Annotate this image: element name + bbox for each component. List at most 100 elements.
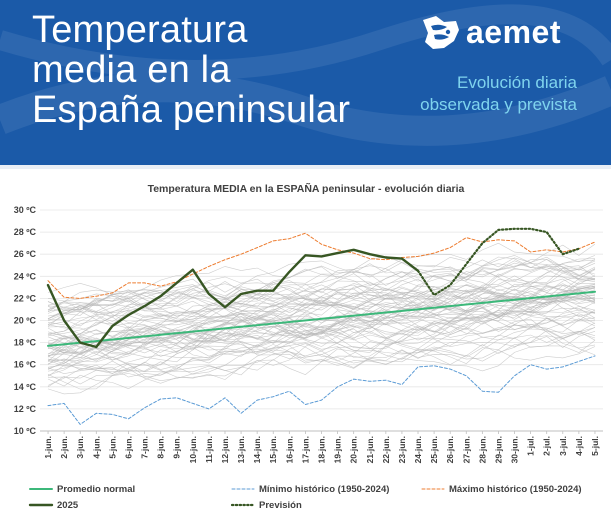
x-tick-label: 9-jun. xyxy=(172,436,182,459)
x-tick-label: 10-jun. xyxy=(188,436,198,463)
x-tick-label: 3-jul. xyxy=(558,436,568,456)
x-tick-label: 24-jun. xyxy=(413,436,423,463)
chart-container: Temperatura MEDIA en la ESPAÑA peninsula… xyxy=(0,165,611,519)
x-tick-label: 21-jun. xyxy=(365,436,375,463)
historical-year-line xyxy=(47,266,596,335)
series-line-1 xyxy=(47,355,596,425)
historical-year-line xyxy=(47,337,596,375)
x-tick-label: 6-jun. xyxy=(123,436,133,459)
x-tick-label: 12-jun. xyxy=(220,436,230,463)
legend-label-3: 2025 xyxy=(57,500,79,511)
x-tick-label: 25-jun. xyxy=(429,436,439,463)
x-tick-label: 2-jun. xyxy=(59,436,69,459)
historical-year-line xyxy=(47,285,596,349)
x-tick-label: 16-jun. xyxy=(284,436,294,463)
historical-year-line xyxy=(47,267,596,352)
series-line-0 xyxy=(47,290,596,347)
legend-label-0: Promedio normal xyxy=(57,484,135,495)
historical-year-line xyxy=(47,332,596,382)
series-line-4 xyxy=(416,227,581,297)
historical-year-line xyxy=(47,307,596,350)
x-tick-label: 1-jul. xyxy=(526,436,536,456)
historical-year-line xyxy=(47,243,596,310)
aemet-logo: aemet xyxy=(420,14,590,54)
legend: Promedio normal Mínimo histórico (1950-20… xyxy=(28,484,582,511)
x-tick-label: 17-jun. xyxy=(300,436,310,463)
historical-year-line xyxy=(47,278,596,317)
y-tick-label: 14 ºC xyxy=(14,382,37,392)
aemet-logo-icon xyxy=(423,16,459,49)
y-tick-label: 12 ºC xyxy=(14,404,37,414)
y-tick-label: 26 ºC xyxy=(14,249,37,259)
x-axis: 1-jun. 2-jun. 3-jun. 4-jun. 5-jun. 6-jun. 7-ju… xyxy=(40,430,603,463)
banner-texture xyxy=(0,4,611,146)
y-tick-label: 10 ºC xyxy=(14,426,37,436)
historical-year-line xyxy=(47,330,596,395)
historical-year-line xyxy=(47,283,596,362)
historical-year-line xyxy=(47,256,596,320)
historical-year-line xyxy=(47,300,596,356)
historical-year-line xyxy=(47,242,596,311)
historical-year-line xyxy=(47,324,596,365)
x-tick-label: 8-jun. xyxy=(156,436,166,459)
historical-year-line xyxy=(47,255,596,314)
historical-year-line xyxy=(47,285,596,324)
x-tick-label: 22-jun. xyxy=(381,436,391,463)
historical-year-line xyxy=(47,290,596,355)
header-banner: Temperatura media en la España peninsula… xyxy=(0,0,611,165)
x-tick-label: 19-jun. xyxy=(333,436,343,463)
x-tick-label: 26-jun. xyxy=(445,436,455,463)
x-tick-label: 11-jun. xyxy=(204,436,214,463)
historical-year-line xyxy=(47,309,596,364)
historical-year-line xyxy=(47,317,596,369)
page-title: Temperatura media en la España peninsula… xyxy=(32,10,350,130)
y-axis: 10 ºC 12 ºC 14 ºC 16 ºC 18 ºC 20 ºC 22 ºC 24 ºC… xyxy=(14,205,37,436)
series-lines xyxy=(46,227,596,425)
y-tick-label: 28 ºC xyxy=(14,227,37,237)
historical-year-line xyxy=(47,331,596,388)
historical-years-lines xyxy=(47,242,596,395)
x-tick-label: 29-jun. xyxy=(493,436,503,463)
historical-year-line xyxy=(47,287,596,327)
x-tick-label: 5-jun. xyxy=(107,436,117,459)
legend-label-2: Máximo histórico (1950-2024) xyxy=(449,484,582,495)
historical-year-line xyxy=(47,294,596,349)
series-line-3 xyxy=(46,248,420,349)
x-tick-label: 5-jul. xyxy=(590,436,600,456)
legend-label-1: Mínimo histórico (1950-2024) xyxy=(259,484,389,495)
historical-year-line xyxy=(47,256,596,319)
historical-year-line xyxy=(47,296,596,345)
x-tick-label: 30-jun. xyxy=(510,436,520,463)
page-title-line-3: España peninsular xyxy=(32,89,351,131)
x-tick-label: 18-jun. xyxy=(317,436,327,463)
x-tick-label: 23-jun. xyxy=(397,436,407,463)
x-tick-label: 27-jun. xyxy=(461,436,471,463)
historical-year-line xyxy=(47,288,596,354)
y-tick-label: 24 ºC xyxy=(14,271,37,281)
x-tick-label: 28-jun. xyxy=(477,436,487,463)
legend-label-4: Previsión xyxy=(259,500,302,511)
historical-year-line xyxy=(47,318,596,386)
historical-year-line xyxy=(47,267,596,350)
historical-year-line xyxy=(47,268,596,313)
y-tick-label: 16 ºC xyxy=(14,360,37,370)
historical-year-line xyxy=(47,259,596,313)
x-tick-label: 14-jun. xyxy=(252,436,262,463)
x-tick-label: 15-jun. xyxy=(268,436,278,463)
x-tick-label: 13-jun. xyxy=(236,436,246,463)
temperature-chart: Temperatura MEDIA en la ESPAÑA peninsula… xyxy=(14,182,603,511)
y-tick-label: 18 ºC xyxy=(14,338,37,348)
x-tick-label: 3-jun. xyxy=(75,436,85,459)
page-title-line-2: media en la xyxy=(32,49,231,91)
page-subtitle-line-2: observada y prevista xyxy=(420,95,577,114)
aemet-logo-text: aemet xyxy=(466,14,561,50)
x-tick-label: 20-jun. xyxy=(349,436,359,463)
y-tick-label: 20 ºC xyxy=(14,316,37,326)
page-subtitle: Evolución diaria observada y prevista xyxy=(420,72,577,116)
x-tick-label: 2-jul. xyxy=(542,436,552,456)
page-title-line-1: Temperatura xyxy=(32,9,248,51)
x-tick-label: 7-jun. xyxy=(140,436,150,459)
chart-title: Temperatura MEDIA en la ESPAÑA peninsula… xyxy=(148,182,465,195)
x-tick-label: 1-jun. xyxy=(43,436,53,459)
y-tick-label: 30 ºC xyxy=(14,205,37,215)
